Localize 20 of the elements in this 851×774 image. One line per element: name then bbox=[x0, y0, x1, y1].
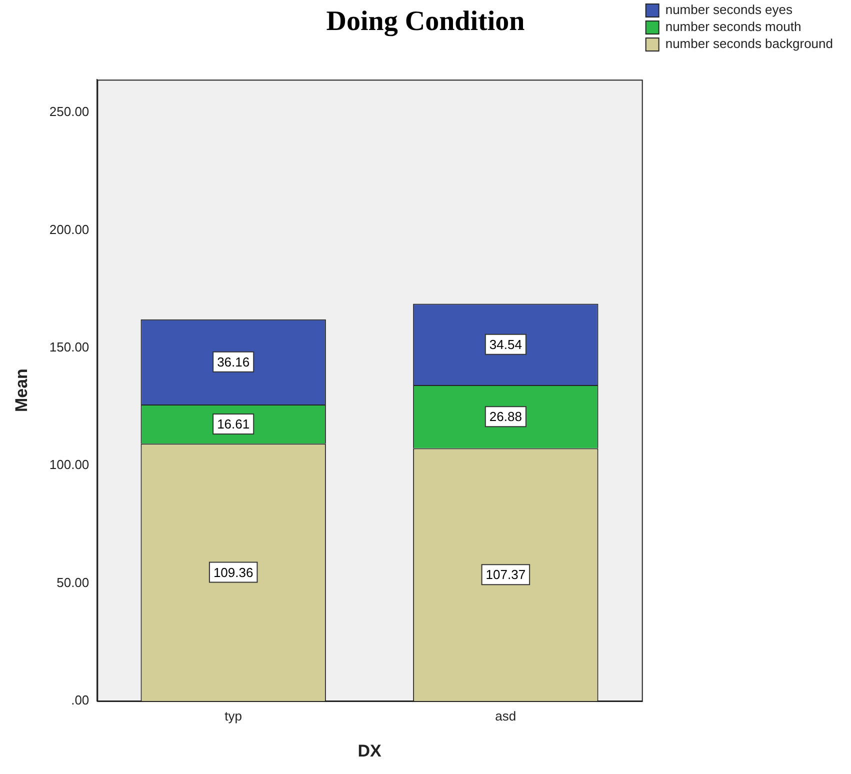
x-tick-label: typ bbox=[224, 708, 242, 724]
y-tick-label: 200.00 bbox=[49, 222, 90, 237]
data-label: 16.61 bbox=[217, 416, 250, 432]
x-tick-label: asd bbox=[495, 708, 516, 724]
y-axis-title: Mean bbox=[12, 368, 31, 412]
data-label: 36.16 bbox=[217, 354, 250, 370]
chart-title: Doing Condition bbox=[326, 6, 526, 38]
data-label: 107.37 bbox=[486, 567, 526, 582]
data-label: 34.54 bbox=[489, 336, 522, 352]
legend-label: number seconds background bbox=[665, 36, 834, 52]
y-tick-label: 100.00 bbox=[49, 457, 90, 472]
legend-label: number seconds mouth bbox=[665, 19, 802, 34]
data-label: 109.36 bbox=[213, 564, 254, 580]
legend-label: number seconds eyes bbox=[665, 2, 794, 18]
y-tick-label: 50.00 bbox=[56, 574, 90, 590]
y-tick-label: 150.00 bbox=[49, 340, 90, 355]
data-label: 26.88 bbox=[489, 409, 522, 424]
y-tick-label: .00 bbox=[71, 692, 90, 708]
y-tick-label: 250.00 bbox=[49, 104, 90, 120]
x-axis-title: DX bbox=[358, 741, 382, 760]
